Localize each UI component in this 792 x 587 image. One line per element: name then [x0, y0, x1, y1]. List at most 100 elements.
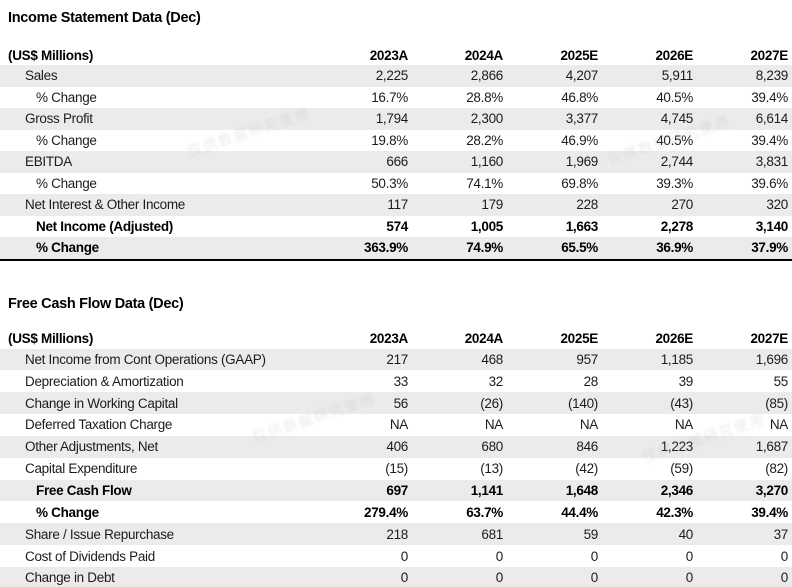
table-row: EBITDA 666 1,160 1,969 2,744 3,831	[0, 151, 792, 173]
row-label: Cost of Dividends Paid	[25, 548, 155, 564]
cell-value: (26)	[480, 395, 503, 411]
table-row: Net Income from Cont Operations (GAAP) 21…	[0, 348, 792, 371]
cell-value: 19.8%	[371, 132, 408, 148]
cell-value: 56	[393, 395, 409, 411]
cell-value: 8,239	[755, 68, 789, 84]
table-row: % Change 50.3% 74.1% 69.8% 39.3% 39.6%	[0, 173, 792, 195]
financial-table: Free Cash Flow Data (Dec) (US$ Millions)…	[0, 295, 792, 587]
table-body: Net Income from Cont Operations (GAAP) 21…	[0, 348, 792, 587]
cell-value: 46.8%	[561, 89, 598, 105]
cell-value: 1,223	[660, 439, 694, 455]
cell-value: 1,969	[565, 154, 599, 170]
cell-value: 1,687	[755, 439, 789, 455]
cell-value: (82)	[765, 461, 788, 477]
table-title: Free Cash Flow Data (Dec)	[8, 295, 184, 312]
row-label: Capital Expenditure	[25, 461, 138, 477]
cell-value: 846	[576, 439, 598, 455]
column-header: 2027E	[750, 331, 788, 346]
cell-value: 39	[678, 373, 694, 389]
row-label: Other Adjustments, Net	[25, 439, 158, 455]
cell-value: 46.9%	[561, 132, 598, 148]
cell-value: (59)	[670, 461, 693, 477]
table-row: Other Adjustments, Net 406 680 846 1,223 1,68…	[0, 435, 792, 458]
cell-value: 279.4%	[364, 504, 408, 520]
cell-value: 39.4%	[751, 132, 788, 148]
column-header: 2026E	[655, 47, 693, 63]
cell-value: 218	[386, 526, 408, 542]
cell-value: 32	[488, 373, 504, 389]
column-header: 2024A	[464, 331, 504, 346]
cell-value: 320	[766, 197, 788, 213]
row-label: Free Cash Flow	[36, 482, 132, 498]
cell-value: 40.5%	[656, 132, 693, 148]
cell-value: 680	[481, 439, 503, 455]
column-header: 2027E	[750, 47, 788, 63]
cell-value: 0	[400, 570, 409, 586]
table-header-row: (US$ Millions) 2023A 2024A 2025E 2026E 2027E	[0, 45, 792, 65]
cell-value: 2,278	[660, 218, 694, 234]
cell-value: 63.7%	[466, 504, 503, 520]
column-header: 2024A	[464, 47, 504, 63]
cell-value: 406	[386, 439, 408, 455]
cell-value: 2,744	[660, 154, 694, 170]
table-row: Cost of Dividends Paid 0 0 0 0 0	[0, 545, 792, 567]
cell-value: 2,866	[470, 68, 504, 84]
cell-value: NA	[674, 417, 693, 433]
column-header: 2026E	[655, 331, 693, 346]
cell-value: 39.3%	[656, 175, 693, 191]
table-row: Share / Issue Repurchase 218 681 59 40 37	[0, 523, 792, 546]
cell-value: 28	[583, 373, 599, 389]
cell-value: 36.9%	[656, 240, 693, 256]
row-label: Net Interest & Other Income	[25, 197, 185, 213]
row-label: % Change	[36, 132, 97, 148]
cell-value: 0	[685, 548, 694, 564]
cell-value: NA	[769, 417, 788, 433]
cell-value: (85)	[765, 395, 788, 411]
cell-value: (15)	[385, 461, 408, 477]
column-header: 2025E	[560, 47, 598, 63]
row-label: EBITDA	[25, 154, 72, 170]
table-row: Change in Debt 0 0 0 0 0	[0, 566, 792, 587]
cell-value: 1,663	[565, 218, 599, 234]
cell-value: 0	[780, 570, 789, 586]
cell-value: 55	[773, 373, 789, 389]
cell-value: 179	[481, 197, 503, 213]
cell-value: 39.6%	[751, 175, 788, 191]
cell-value: 5,911	[661, 68, 694, 84]
cell-value: 4,745	[660, 111, 694, 127]
cell-value: 0	[400, 548, 409, 564]
cell-value: 0	[780, 548, 789, 564]
cell-value: 0	[495, 548, 504, 564]
cell-value: 74.1%	[466, 175, 503, 191]
cell-value: 1,696	[755, 351, 789, 367]
row-label: Change in Working Capital	[25, 395, 178, 411]
cell-value: 40	[678, 526, 694, 542]
cell-value: (43)	[670, 395, 693, 411]
table-row: Sales 2,225 2,866 4,207 5,911 8,239	[0, 65, 792, 87]
row-label: Net Income from Cont Operations (GAAP)	[25, 351, 266, 367]
cell-value: 0	[590, 570, 599, 586]
cell-value: 50.3%	[371, 175, 408, 191]
cell-value: 3,377	[565, 111, 599, 127]
cell-value: 1,005	[470, 218, 504, 234]
cell-value: 3,270	[755, 482, 789, 498]
cell-value: 42.3%	[656, 504, 693, 520]
cell-value: 574	[386, 218, 408, 234]
row-label: Gross Profit	[25, 111, 93, 127]
cell-value: 681	[481, 526, 503, 542]
cell-value: NA	[484, 417, 503, 433]
column-header: 2025E	[560, 331, 598, 346]
row-label: Share / Issue Repurchase	[25, 526, 174, 542]
cell-value: NA	[579, 417, 598, 433]
table-row: Gross Profit 1,794 2,300 3,377 4,745 6,614	[0, 108, 792, 130]
table-row: Deferred Taxation Charge NA NA NA NA NA	[0, 414, 792, 436]
cell-value: 59	[583, 526, 599, 542]
row-label: Deferred Taxation Charge	[25, 417, 173, 433]
table-row: % Change 363.9% 74.9% 65.5% 36.9% 37.9%	[0, 237, 792, 259]
cell-value: (140)	[567, 395, 598, 411]
cell-value: 1,185	[660, 351, 694, 367]
cell-value: (13)	[480, 461, 503, 477]
cell-value: 957	[576, 351, 598, 367]
